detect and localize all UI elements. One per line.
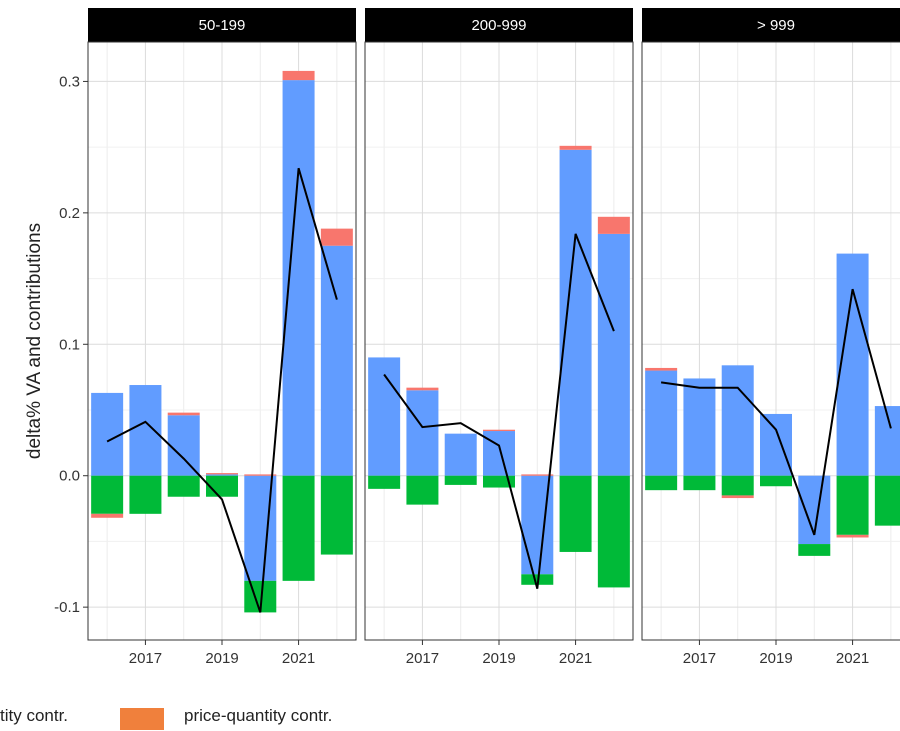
bar-negative [559,475,592,552]
x-tick-label: 2017 [406,650,439,667]
panel-strip [88,8,356,42]
panel-strip [365,8,633,42]
bar-negative-price [721,495,754,499]
faceted-bar-chart: delta% VA and contributions -0.1 0.0 0.1 0.2… [24,8,900,667]
bar-negative [444,475,477,485]
legend-swatch-price-quantity [120,708,164,730]
bar-negative [760,475,792,487]
bar-quantity [559,149,592,476]
legend: tity contr. price-quantity contr. [0,700,900,731]
bar-price [320,228,353,246]
x-tick-label: 2017 [129,650,162,667]
bar-quantity [483,431,515,476]
bar-quantity [368,357,401,476]
bar-quantity [206,474,238,476]
x-tick-label: 2021 [836,650,869,667]
bar-quantity [129,385,162,476]
bar-quantity [167,415,200,476]
total-line [660,288,892,536]
total-line [383,233,615,589]
bar-quantity [282,80,315,476]
y-tick-label: 0.2 [59,205,80,222]
bar-negative [129,475,162,514]
bar-quantity [91,392,124,476]
y-tick-label: -0.1 [54,599,80,616]
panel-title: > 999 [757,17,795,34]
bar-price [521,474,554,476]
total-line [106,167,338,613]
bar-price [244,474,277,476]
panel-title: 50-199 [199,17,246,34]
bar-negative [836,475,869,535]
x-tick-label: 2019 [482,650,515,667]
bar-quantity [760,413,792,476]
bar-negative [167,475,200,497]
panel-2: 200-999 2017 2019 2021 [364,8,634,667]
y-tick-label: 0.1 [59,336,80,353]
bar-negative [483,475,515,488]
bar-price [597,216,630,234]
bar-price [483,429,515,432]
bar-price [559,145,592,150]
bar-negative [874,475,900,526]
bar-negative [683,475,716,491]
bar-negative [721,475,754,496]
bar-quantity [320,245,353,476]
x-tick-label: 2019 [205,650,238,667]
bar-price [645,367,678,371]
panel-title: 200-999 [471,17,526,34]
bar-negative [597,475,630,588]
y-tick-label: 0.0 [59,468,80,485]
bar-quantity [597,233,630,476]
legend-label-price-quantity: price-quantity contr. [184,706,333,725]
bar-quantity [683,378,716,476]
panel-1: 50-199 2017 2019 2021 [87,8,357,667]
bar-negative [798,544,831,556]
bar-negative [320,475,353,555]
x-tick-label: 2021 [282,650,315,667]
x-tick-label: 2019 [759,650,792,667]
panel-3: > 999 2017 2019 2021 [641,8,900,667]
y-tick-label: 0.3 [59,73,80,90]
bar-price [406,387,439,391]
bar-negative-price [91,513,124,518]
bar-quantity [444,433,477,476]
legend-label-quantity: tity contr. [0,706,69,725]
y-axis-label: delta% VA and contributions [24,223,45,459]
bar-quantity [721,365,754,476]
x-tick-label: 2017 [683,650,716,667]
x-tick-label: 2021 [559,650,592,667]
bar-negative [91,475,124,514]
bar-negative [645,475,678,491]
bar-price [206,473,238,475]
bar-negative [406,475,439,505]
bar-negative [368,475,401,489]
panel-strip [642,8,900,42]
bar-price [167,412,200,416]
bar-quantity [645,370,678,476]
bar-negative [282,475,315,581]
bar-quantity [406,390,439,476]
bar-negative-price [836,534,869,538]
bar-price [282,70,315,81]
